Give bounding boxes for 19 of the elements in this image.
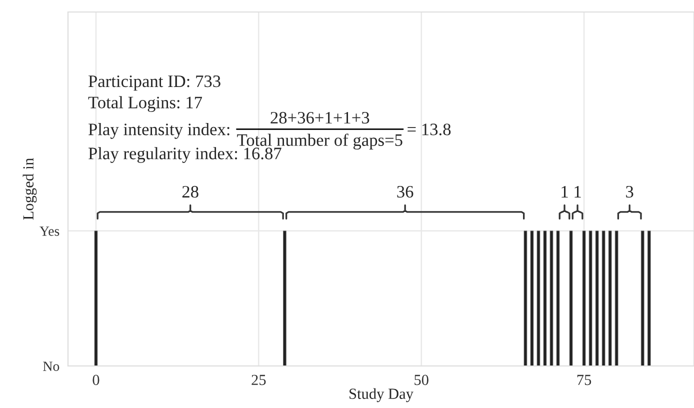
y-axis-title: Logged in — [22, 158, 37, 220]
text: 28+36+1+1+3 — [270, 112, 370, 124]
text: 28 — [182, 186, 198, 198]
text: Play intensity index: — [88, 123, 230, 139]
text: 1 — [574, 186, 581, 198]
x-axis-title: Study Day — [350, 388, 414, 402]
x-tick-label: 0 — [92, 374, 100, 386]
text: No — [43, 362, 60, 371]
text: 1 — [562, 186, 568, 198]
text: Yes — [40, 226, 60, 236]
text: Participant ID: 733 — [88, 75, 220, 91]
text: = 13.8 — [408, 124, 451, 136]
x-tick-label: 25 — [252, 374, 266, 386]
x-tick-label: 75 — [577, 374, 592, 386]
text: 3 — [626, 186, 634, 198]
text: Total Logins: 17 — [88, 96, 202, 112]
text: 36 — [397, 186, 414, 198]
x-tick-label: 50 — [414, 374, 428, 386]
text: Play regularity index: 16.87 — [88, 147, 282, 163]
